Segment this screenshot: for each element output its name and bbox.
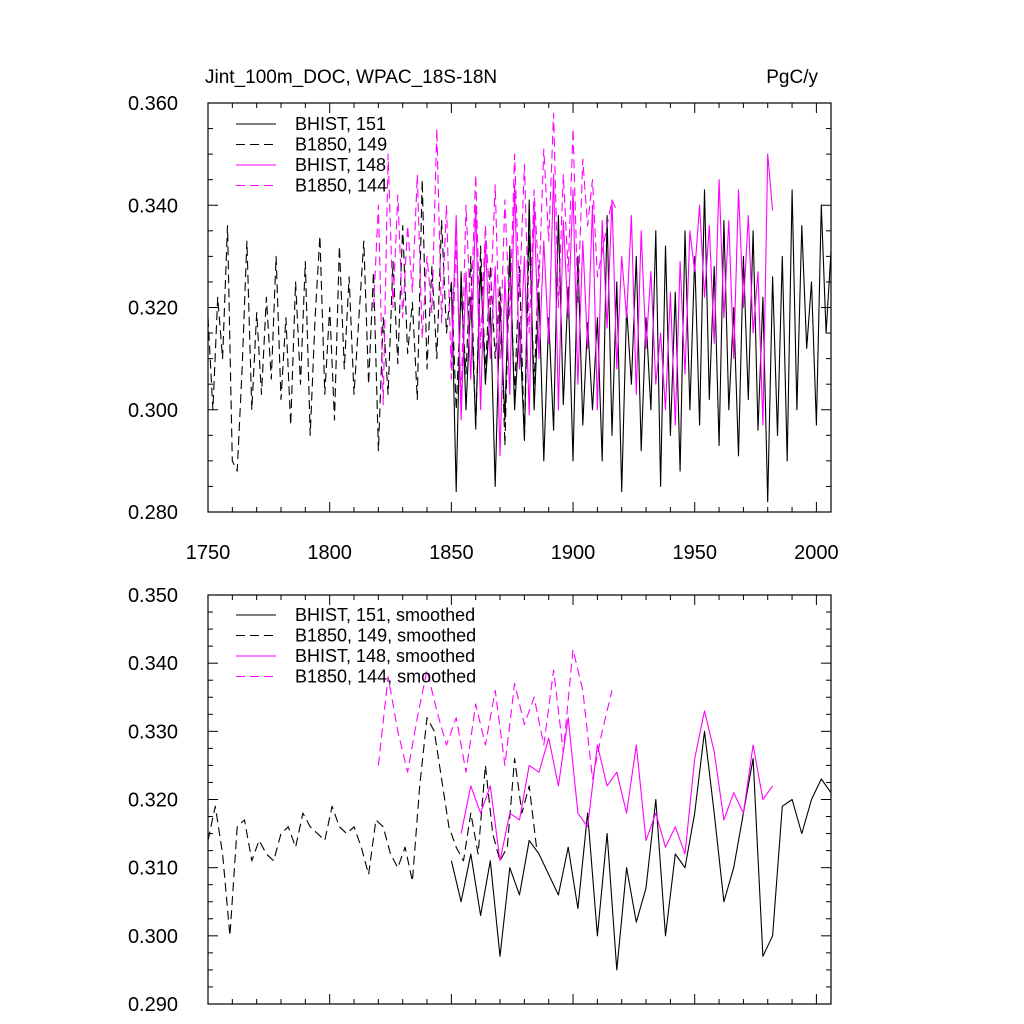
y-tick-label: 0.360 xyxy=(128,93,178,115)
legend-label-3: BHIST, 148 xyxy=(295,155,386,175)
y-tick-label: 0.290 xyxy=(128,994,178,1016)
y-tick-label: 0.340 xyxy=(128,653,178,675)
series-line-4 xyxy=(372,112,618,406)
legend-label-1: BHIST, 151 xyxy=(295,114,386,134)
legend-label-3: BHIST, 148, smoothed xyxy=(295,646,475,666)
y-tick-label: 0.300 xyxy=(128,926,178,948)
series-line-2 xyxy=(207,717,538,937)
x-tick-label: 1750 xyxy=(186,542,231,564)
series-line-3 xyxy=(460,710,774,862)
legend-label-2: B1850, 149, smoothed xyxy=(295,626,476,646)
x-tick-label: 1900 xyxy=(551,542,596,564)
legend-label-4: B1850, 144, smoothed xyxy=(295,667,476,687)
series-line-2 xyxy=(207,179,540,472)
bottom-panel: 0.290 0.300 0.310 0.320 0.330 0.340 0.350 BHIST… xyxy=(128,585,832,1016)
x-tick-label: 1800 xyxy=(307,542,352,564)
y-tick-label: 0.280 xyxy=(128,502,178,524)
chart-units: PgC/y xyxy=(766,67,818,88)
legend-label-2: B1850, 149 xyxy=(295,135,387,155)
x-tick-label: 1850 xyxy=(429,542,474,564)
top-panel: 0.280 0.300 0.320 0.340 0.360 1750 1800 1850 190… xyxy=(128,93,839,564)
y-tick-label: 0.350 xyxy=(128,585,178,607)
legend-label-4: B1850, 144 xyxy=(295,176,387,196)
x-tick-label: 2000 xyxy=(794,542,839,564)
chart-title: Jint_100m_DOC, WPAC_18S-18N xyxy=(205,67,497,88)
y-tick-label: 0.340 xyxy=(128,195,178,217)
y-tick-label: 0.330 xyxy=(128,721,178,743)
series-line-4 xyxy=(377,648,613,780)
legend-label-1: BHIST, 151, smoothed xyxy=(295,605,475,625)
y-tick-label: 0.320 xyxy=(128,790,178,812)
y-tick-label: 0.300 xyxy=(128,400,178,422)
y-tick-label: 0.320 xyxy=(128,298,178,320)
y-tick-label: 0.310 xyxy=(128,858,178,880)
series-line-1 xyxy=(450,730,832,971)
series-line-1 xyxy=(450,189,832,503)
x-tick-label: 1950 xyxy=(672,542,717,564)
